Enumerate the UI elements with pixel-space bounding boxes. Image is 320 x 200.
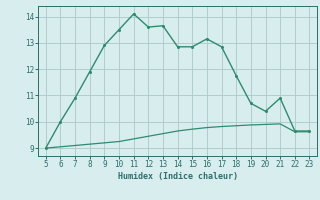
X-axis label: Humidex (Indice chaleur): Humidex (Indice chaleur) [118, 172, 238, 181]
